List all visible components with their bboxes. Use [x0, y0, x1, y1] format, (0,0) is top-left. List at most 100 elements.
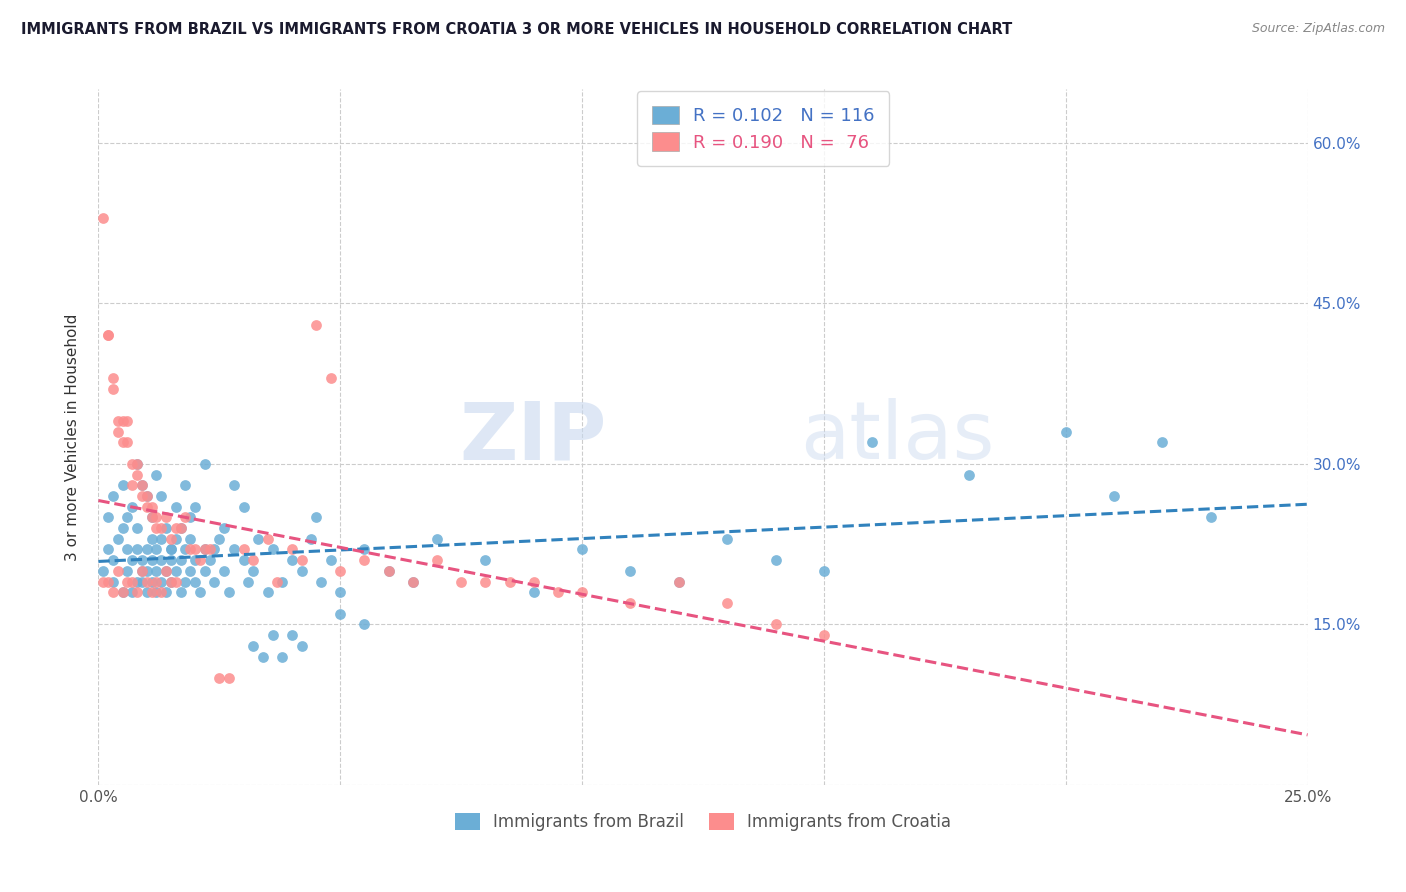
- Point: [111, 585, 134, 599]
- Point: [165, 564, 187, 578]
- Point: [101, 371, 124, 385]
- Point: [141, 510, 163, 524]
- Point: [256, 532, 278, 546]
- Point: [121, 574, 143, 589]
- Point: [135, 574, 157, 589]
- Point: [131, 489, 153, 503]
- Point: [135, 489, 157, 503]
- Point: [377, 564, 399, 578]
- Point: [184, 542, 207, 557]
- Point: [571, 585, 593, 599]
- Point: [165, 532, 187, 546]
- Point: [160, 542, 183, 557]
- Point: [184, 574, 207, 589]
- Point: [188, 553, 211, 567]
- Point: [101, 553, 124, 567]
- Point: [107, 414, 129, 428]
- Point: [194, 542, 217, 557]
- Point: [150, 574, 173, 589]
- Point: [1152, 435, 1174, 450]
- Point: [198, 542, 221, 557]
- Point: [160, 574, 183, 589]
- Point: [198, 553, 221, 567]
- Point: [97, 328, 120, 343]
- Point: [131, 478, 153, 492]
- Point: [91, 564, 114, 578]
- Point: [232, 500, 254, 514]
- Point: [299, 532, 322, 546]
- Point: [169, 585, 191, 599]
- Point: [150, 489, 173, 503]
- Point: [290, 553, 312, 567]
- Point: [242, 553, 264, 567]
- Point: [1199, 510, 1222, 524]
- Point: [232, 542, 254, 557]
- Point: [127, 457, 149, 471]
- Point: [127, 542, 149, 557]
- Point: [169, 553, 191, 567]
- Point: [571, 542, 593, 557]
- Point: [141, 585, 163, 599]
- Point: [222, 478, 245, 492]
- Point: [101, 585, 124, 599]
- Point: [97, 542, 120, 557]
- Point: [184, 553, 207, 567]
- Point: [194, 564, 217, 578]
- Point: [121, 457, 143, 471]
- Point: [247, 532, 270, 546]
- Point: [271, 574, 294, 589]
- Point: [402, 574, 425, 589]
- Point: [141, 510, 163, 524]
- Text: IMMIGRANTS FROM BRAZIL VS IMMIGRANTS FROM CROATIA 3 OR MORE VEHICLES IN HOUSEHOL: IMMIGRANTS FROM BRAZIL VS IMMIGRANTS FRO…: [21, 22, 1012, 37]
- Point: [97, 510, 120, 524]
- Point: [155, 521, 177, 535]
- Point: [117, 574, 139, 589]
- Point: [150, 521, 173, 535]
- Point: [165, 500, 187, 514]
- Point: [716, 532, 738, 546]
- Point: [204, 542, 226, 557]
- Point: [281, 553, 304, 567]
- Point: [117, 564, 139, 578]
- Point: [107, 425, 129, 439]
- Point: [117, 510, 139, 524]
- Point: [135, 585, 157, 599]
- Point: [271, 649, 294, 664]
- Point: [117, 435, 139, 450]
- Text: atlas: atlas: [800, 398, 994, 476]
- Point: [101, 382, 124, 396]
- Point: [238, 574, 260, 589]
- Point: [184, 500, 207, 514]
- Point: [426, 553, 449, 567]
- Point: [813, 564, 835, 578]
- Point: [145, 585, 167, 599]
- Point: [165, 521, 187, 535]
- Point: [426, 532, 449, 546]
- Point: [619, 596, 641, 610]
- Point: [252, 649, 274, 664]
- Point: [121, 585, 143, 599]
- Point: [165, 574, 187, 589]
- Point: [145, 574, 167, 589]
- Point: [141, 574, 163, 589]
- Point: [111, 521, 134, 535]
- Point: [450, 574, 472, 589]
- Point: [353, 542, 375, 557]
- Point: [290, 639, 312, 653]
- Point: [127, 585, 149, 599]
- Point: [145, 564, 167, 578]
- Point: [174, 510, 197, 524]
- Point: [127, 574, 149, 589]
- Point: [222, 542, 245, 557]
- Point: [145, 467, 167, 482]
- Point: [290, 564, 312, 578]
- Point: [145, 510, 167, 524]
- Point: [127, 457, 149, 471]
- Point: [155, 564, 177, 578]
- Point: [160, 532, 183, 546]
- Point: [329, 607, 352, 621]
- Point: [860, 435, 883, 450]
- Point: [107, 564, 129, 578]
- Point: [169, 521, 191, 535]
- Point: [179, 510, 201, 524]
